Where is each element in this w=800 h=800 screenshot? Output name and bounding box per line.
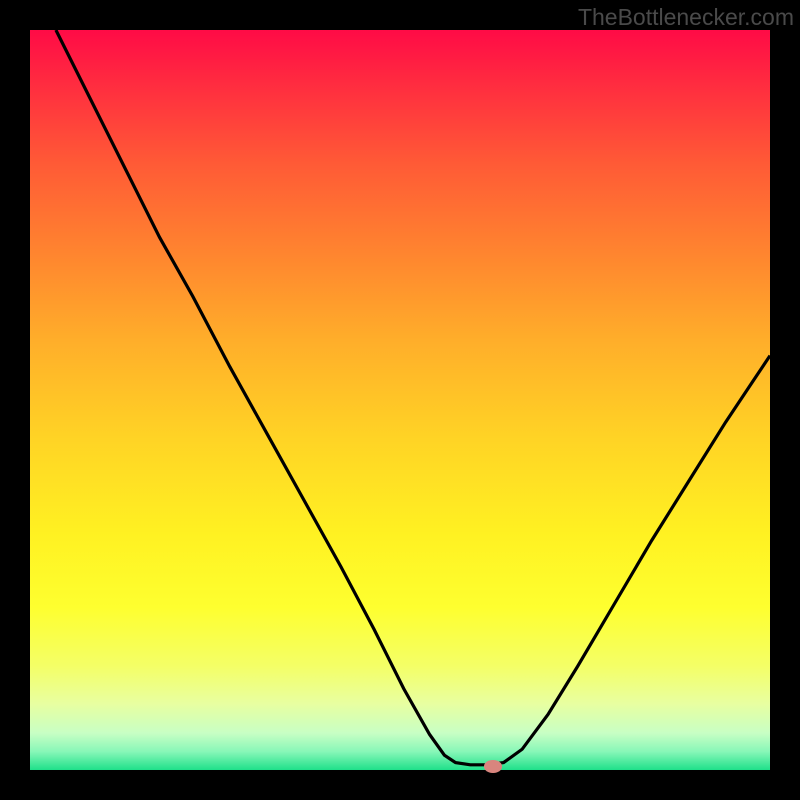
plot-area: [30, 30, 770, 770]
chart-frame: TheBottlenecker.com: [0, 0, 800, 800]
optimum-marker: [484, 760, 502, 773]
curve-path: [56, 30, 770, 765]
bottleneck-curve: [30, 30, 770, 770]
watermark-link[interactable]: TheBottlenecker.com: [578, 4, 794, 31]
